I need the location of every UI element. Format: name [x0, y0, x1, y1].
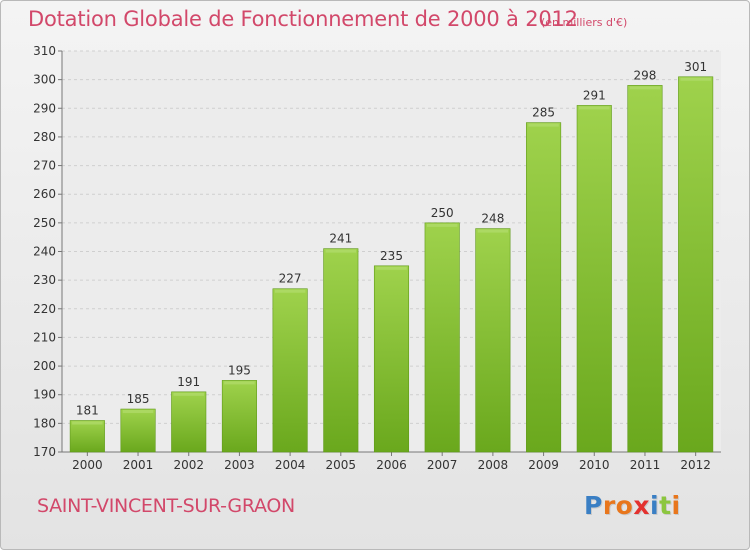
value-label: 185	[127, 392, 150, 406]
bar-2006	[373, 265, 410, 453]
x-tick-label: 2006	[376, 458, 407, 472]
logo-letter: P	[584, 491, 603, 520]
x-tick-label: 2010	[579, 458, 610, 472]
value-label: 285	[532, 106, 555, 120]
value-label: 298	[634, 68, 657, 82]
value-label: 181	[76, 403, 99, 417]
y-tick-label: 310	[33, 44, 56, 58]
logo-letter: r	[602, 491, 616, 520]
x-tick-label: 2005	[326, 458, 357, 472]
logo-letter: x	[633, 491, 650, 520]
y-tick-label: 190	[33, 388, 56, 402]
bar-highlight	[325, 249, 357, 253]
value-label: 291	[583, 88, 606, 102]
bar-highlight	[629, 86, 661, 90]
bar-2009	[526, 122, 562, 453]
x-tick-label: 2003	[224, 458, 255, 472]
bar-highlight	[72, 421, 103, 425]
bar-highlight	[579, 106, 610, 110]
bar-highlight	[224, 381, 255, 385]
bar-2011	[627, 85, 663, 453]
y-tick-label: 300	[33, 73, 56, 87]
x-tick-label: 2009	[528, 458, 559, 472]
bar-2004	[272, 288, 308, 453]
proxiti-logo[interactable]: Proxiti	[584, 491, 681, 520]
x-tick-label: 2001	[123, 458, 154, 472]
y-tick-label: 280	[33, 130, 56, 144]
y-tick-label: 240	[33, 245, 56, 259]
chart-title: Dotation Globale de Fonctionnement de 20…	[28, 7, 578, 31]
value-label: 241	[329, 232, 352, 246]
bars	[69, 76, 714, 453]
bar-2007	[424, 222, 460, 453]
labels: 170 180 190 200 210 220 230 240 250 260 270 280 290 3…	[33, 44, 711, 472]
bar-2003	[221, 380, 257, 453]
value-label: 235	[380, 249, 403, 263]
bar-highlight	[173, 392, 204, 396]
x-tick-label: 2004	[275, 458, 306, 472]
bar-highlight	[122, 410, 154, 414]
logo-letter: i	[671, 491, 681, 520]
bar-highlight	[274, 289, 306, 293]
bar-highlight	[376, 266, 407, 270]
x-tick-label: 2011	[630, 458, 661, 472]
y-tick-label: 230	[33, 273, 56, 287]
y-tick-label: 210	[33, 330, 56, 344]
y-tick-label: 260	[33, 187, 56, 201]
logo-letter: o	[615, 491, 634, 520]
bar-2000	[69, 420, 105, 453]
y-tick-label: 290	[33, 101, 56, 115]
bar-2010	[576, 105, 612, 453]
y-tick-label: 250	[33, 216, 56, 230]
bar-highlight	[528, 123, 559, 127]
y-tick-label: 270	[33, 159, 56, 173]
bar-highlight	[477, 229, 509, 233]
value-label: 195	[228, 363, 251, 377]
y-tick-label: 180	[33, 416, 56, 430]
bar-2012	[678, 76, 714, 453]
value-label: 250	[431, 206, 454, 220]
bar-2001	[120, 408, 156, 453]
bar-2002	[171, 391, 207, 453]
value-label: 301	[684, 60, 707, 74]
y-tick-label: 170	[33, 445, 56, 459]
chart-unit: (en milliers d'€)	[541, 16, 628, 29]
y-tick-label: 200	[33, 359, 56, 373]
x-tick-label: 2008	[478, 458, 509, 472]
bar-highlight	[680, 77, 711, 81]
value-label: 227	[279, 272, 302, 286]
commune-name: SAINT-VINCENT-SUR-GRAON	[37, 495, 295, 517]
x-tick-label: 2000	[72, 458, 103, 472]
y-tick-label: 220	[33, 302, 56, 316]
x-tick-label: 2012	[680, 458, 711, 472]
value-label: 191	[177, 375, 200, 389]
bar-highlight	[426, 223, 458, 227]
logo-letter: i	[650, 491, 660, 520]
x-tick-label: 2002	[173, 458, 204, 472]
bar-2005	[323, 248, 359, 453]
logo-letter: t	[659, 491, 672, 520]
bar-2008	[475, 228, 511, 453]
x-tick-label: 2007	[427, 458, 458, 472]
value-label: 248	[481, 212, 504, 226]
